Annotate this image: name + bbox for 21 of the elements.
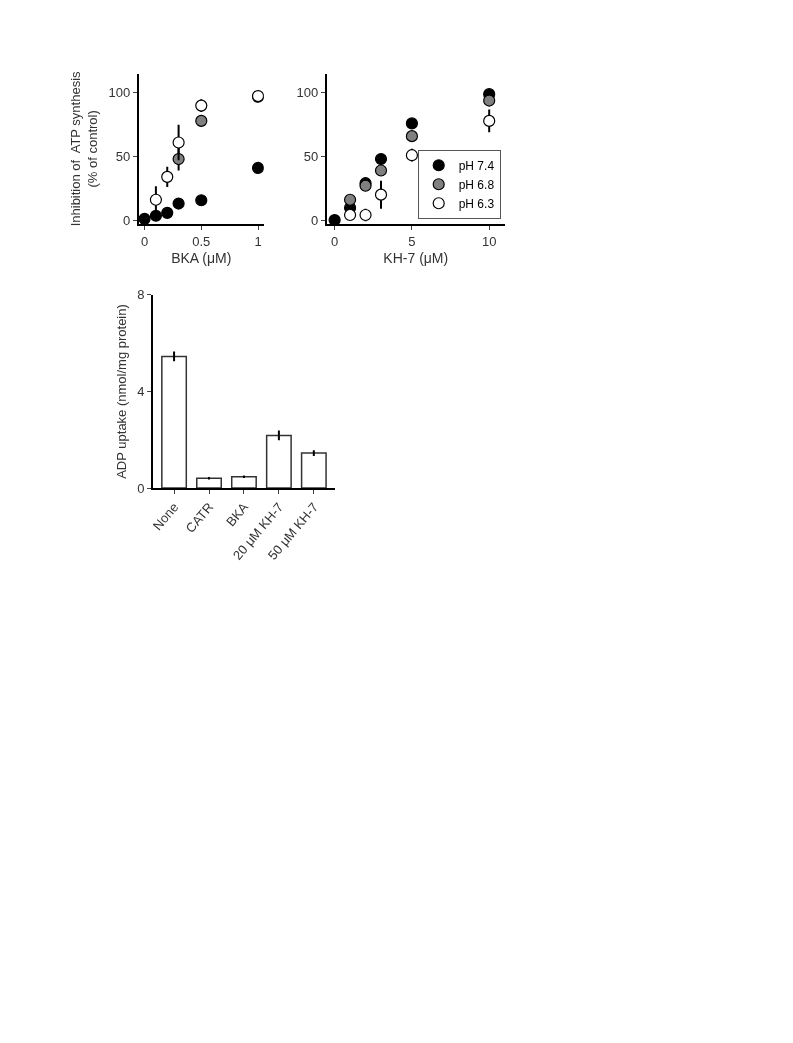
y-tick-label: 0 <box>311 212 319 228</box>
x-tick-label: 5 <box>408 233 416 249</box>
x-tick-label: 10 <box>481 233 497 249</box>
y-tick-label: 50 <box>303 149 319 165</box>
y-axis-title: ADP uptake (nmol/mg protein) <box>113 304 129 479</box>
x-tick-label: 0.5 <box>192 233 211 249</box>
x-tick-label: 0 <box>331 233 339 249</box>
x-axis-title: BKA (μM) <box>171 250 232 267</box>
legend-label: pH 7.4 <box>458 158 495 173</box>
y-tick-label: 50 <box>115 149 131 165</box>
x-axis-title: KH-7 (μM) <box>383 250 449 267</box>
y-axis-title: Inhibition of ATP synthesis (% of control) <box>68 70 101 227</box>
y-tick-label: 0 <box>123 212 131 228</box>
y-tick-label: 100 <box>296 85 319 101</box>
x-tick-label: 1 <box>254 233 262 249</box>
y-tick-label: 4 <box>137 384 145 400</box>
y-tick-label: 100 <box>108 85 131 101</box>
legend-label: pH 6.3 <box>458 196 495 211</box>
y-tick-label: 8 <box>137 287 145 303</box>
y-tick-label: 0 <box>137 480 145 496</box>
legend-label: pH 6.8 <box>458 177 495 192</box>
